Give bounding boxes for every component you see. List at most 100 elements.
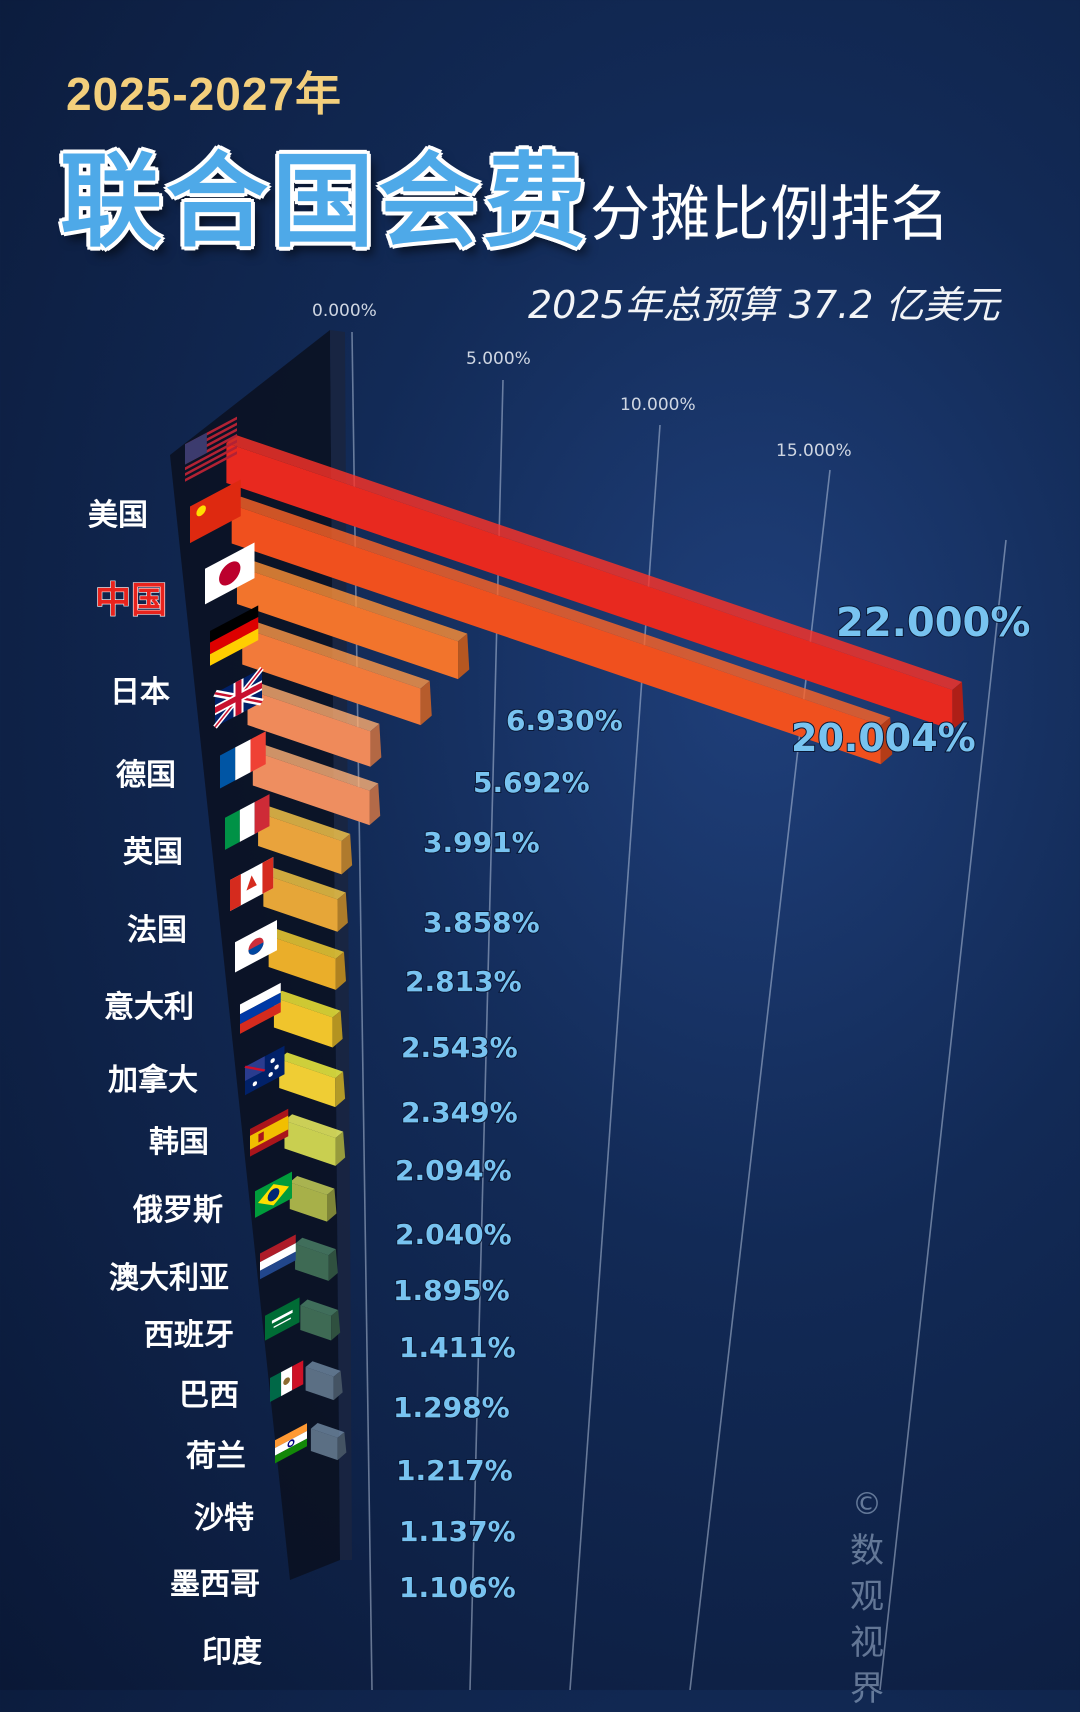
bar-top [295, 1237, 336, 1256]
category-label: 法国 [127, 913, 187, 948]
category-label: 德国 [116, 758, 176, 793]
category-label: 日本 [110, 675, 170, 710]
bar-end [369, 783, 381, 826]
bar-front [295, 1243, 329, 1281]
value-label: 1.106% [399, 1571, 516, 1604]
bar-japan [236, 558, 470, 680]
value-label: 1.217% [396, 1454, 513, 1487]
category-label: 墨西哥 [170, 1567, 260, 1602]
flag-field [190, 479, 241, 544]
flag-star [270, 1058, 275, 1064]
bar-australia [279, 1052, 346, 1108]
main-title: 联合国会费 [60, 143, 590, 262]
bar-front [279, 1059, 336, 1108]
bar-front [273, 997, 333, 1048]
value-label: 22.000% [836, 600, 1030, 646]
bar-end [335, 951, 346, 990]
bar-top [273, 990, 341, 1018]
bar-mexico [305, 1361, 343, 1401]
bar-front [226, 443, 953, 730]
bar-korea [268, 929, 346, 990]
value-label: 5.692% [473, 766, 590, 799]
x-tick-label: 10.000% [620, 395, 696, 415]
bar-end [335, 1071, 346, 1108]
flag-star [268, 1071, 273, 1077]
flag-emblem [283, 1377, 290, 1385]
category-label: 沙特 [194, 1501, 254, 1536]
flag-canton [185, 432, 207, 465]
flag-band [275, 1423, 307, 1448]
flag-band [250, 731, 266, 773]
value-label: 2.040% [395, 1218, 512, 1251]
bar-germany [242, 620, 432, 726]
bar-end [880, 717, 893, 765]
category-label: 俄罗斯 [132, 1193, 223, 1228]
bar-front [300, 1305, 332, 1341]
category-label: 印度 [202, 1635, 262, 1670]
bar-netherlands [295, 1237, 338, 1281]
flag-star [274, 1064, 279, 1070]
x-tick-label: 15.000% [776, 441, 852, 461]
bar-end [337, 1432, 347, 1461]
years-label: 2025-2027年 [66, 68, 342, 120]
category-label: 荷兰 [186, 1439, 246, 1474]
flag-band [225, 809, 240, 850]
value-label: 3.858% [423, 906, 540, 939]
flag-field [265, 1297, 300, 1341]
category-label: 巴西 [179, 1378, 239, 1413]
value-label: 2.094% [395, 1154, 512, 1187]
flag-uk-icon [213, 666, 264, 729]
flag-emblem [258, 1131, 264, 1143]
flag-diag [244, 1065, 266, 1072]
flag-canada-icon [230, 857, 274, 912]
flag-stripe [185, 451, 237, 482]
category-label: 中国 [95, 579, 167, 621]
flag-stripe [185, 445, 237, 476]
flag-band [239, 802, 255, 842]
value-label: 2.813% [405, 965, 522, 998]
value-label: 1.298% [393, 1391, 510, 1424]
bar-top [258, 805, 351, 842]
flag-leaf [246, 875, 257, 891]
bar-front [284, 1120, 336, 1166]
flag-brazil-icon [255, 1171, 292, 1218]
flag-band [240, 1002, 281, 1034]
bar-top [279, 1052, 344, 1079]
flag-sword [273, 1317, 291, 1329]
bar-front [263, 874, 338, 932]
bar-uk [247, 682, 382, 767]
flag-band [210, 628, 259, 666]
watermark-text: 数观视界 [850, 1531, 884, 1709]
flag-band [240, 982, 281, 1015]
bar-brazil [289, 1176, 337, 1222]
bar-canada [263, 867, 348, 932]
bar-top [289, 1176, 335, 1195]
bar-end [331, 1309, 341, 1341]
flag-globe [267, 1188, 280, 1202]
x-tick-label: 0.000% [312, 301, 377, 321]
value-label: 1.411% [399, 1331, 516, 1364]
bar-top [284, 1114, 344, 1138]
flag-taeguk [248, 942, 264, 955]
bar-front [236, 566, 459, 680]
bar-top [305, 1361, 341, 1377]
category-label: 美国 [88, 498, 148, 533]
value-label: 2.543% [401, 1031, 518, 1064]
category-label: 西班牙 [144, 1318, 234, 1353]
bar-front [268, 935, 336, 990]
bar-top [242, 620, 430, 689]
bar-china [231, 496, 893, 765]
bar-end [337, 892, 348, 932]
value-label: 20.004% [791, 716, 976, 760]
bar-top [263, 867, 346, 900]
bar-end [458, 633, 470, 680]
flag-band [240, 992, 281, 1025]
flag-band [292, 1360, 304, 1391]
bar-usa [226, 435, 964, 730]
flag-band [260, 1234, 296, 1263]
flag-sun [219, 561, 241, 586]
category-label: 英国 [123, 835, 183, 870]
subtitle: 分摊比例排名 [590, 180, 950, 250]
flag-star [196, 505, 206, 517]
flag-band [275, 1430, 307, 1456]
